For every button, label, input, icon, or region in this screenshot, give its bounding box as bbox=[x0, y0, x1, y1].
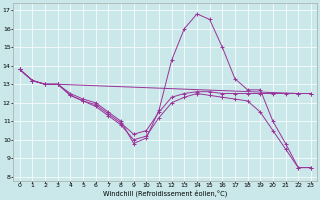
X-axis label: Windchill (Refroidissement éolien,°C): Windchill (Refroidissement éolien,°C) bbox=[103, 190, 228, 197]
